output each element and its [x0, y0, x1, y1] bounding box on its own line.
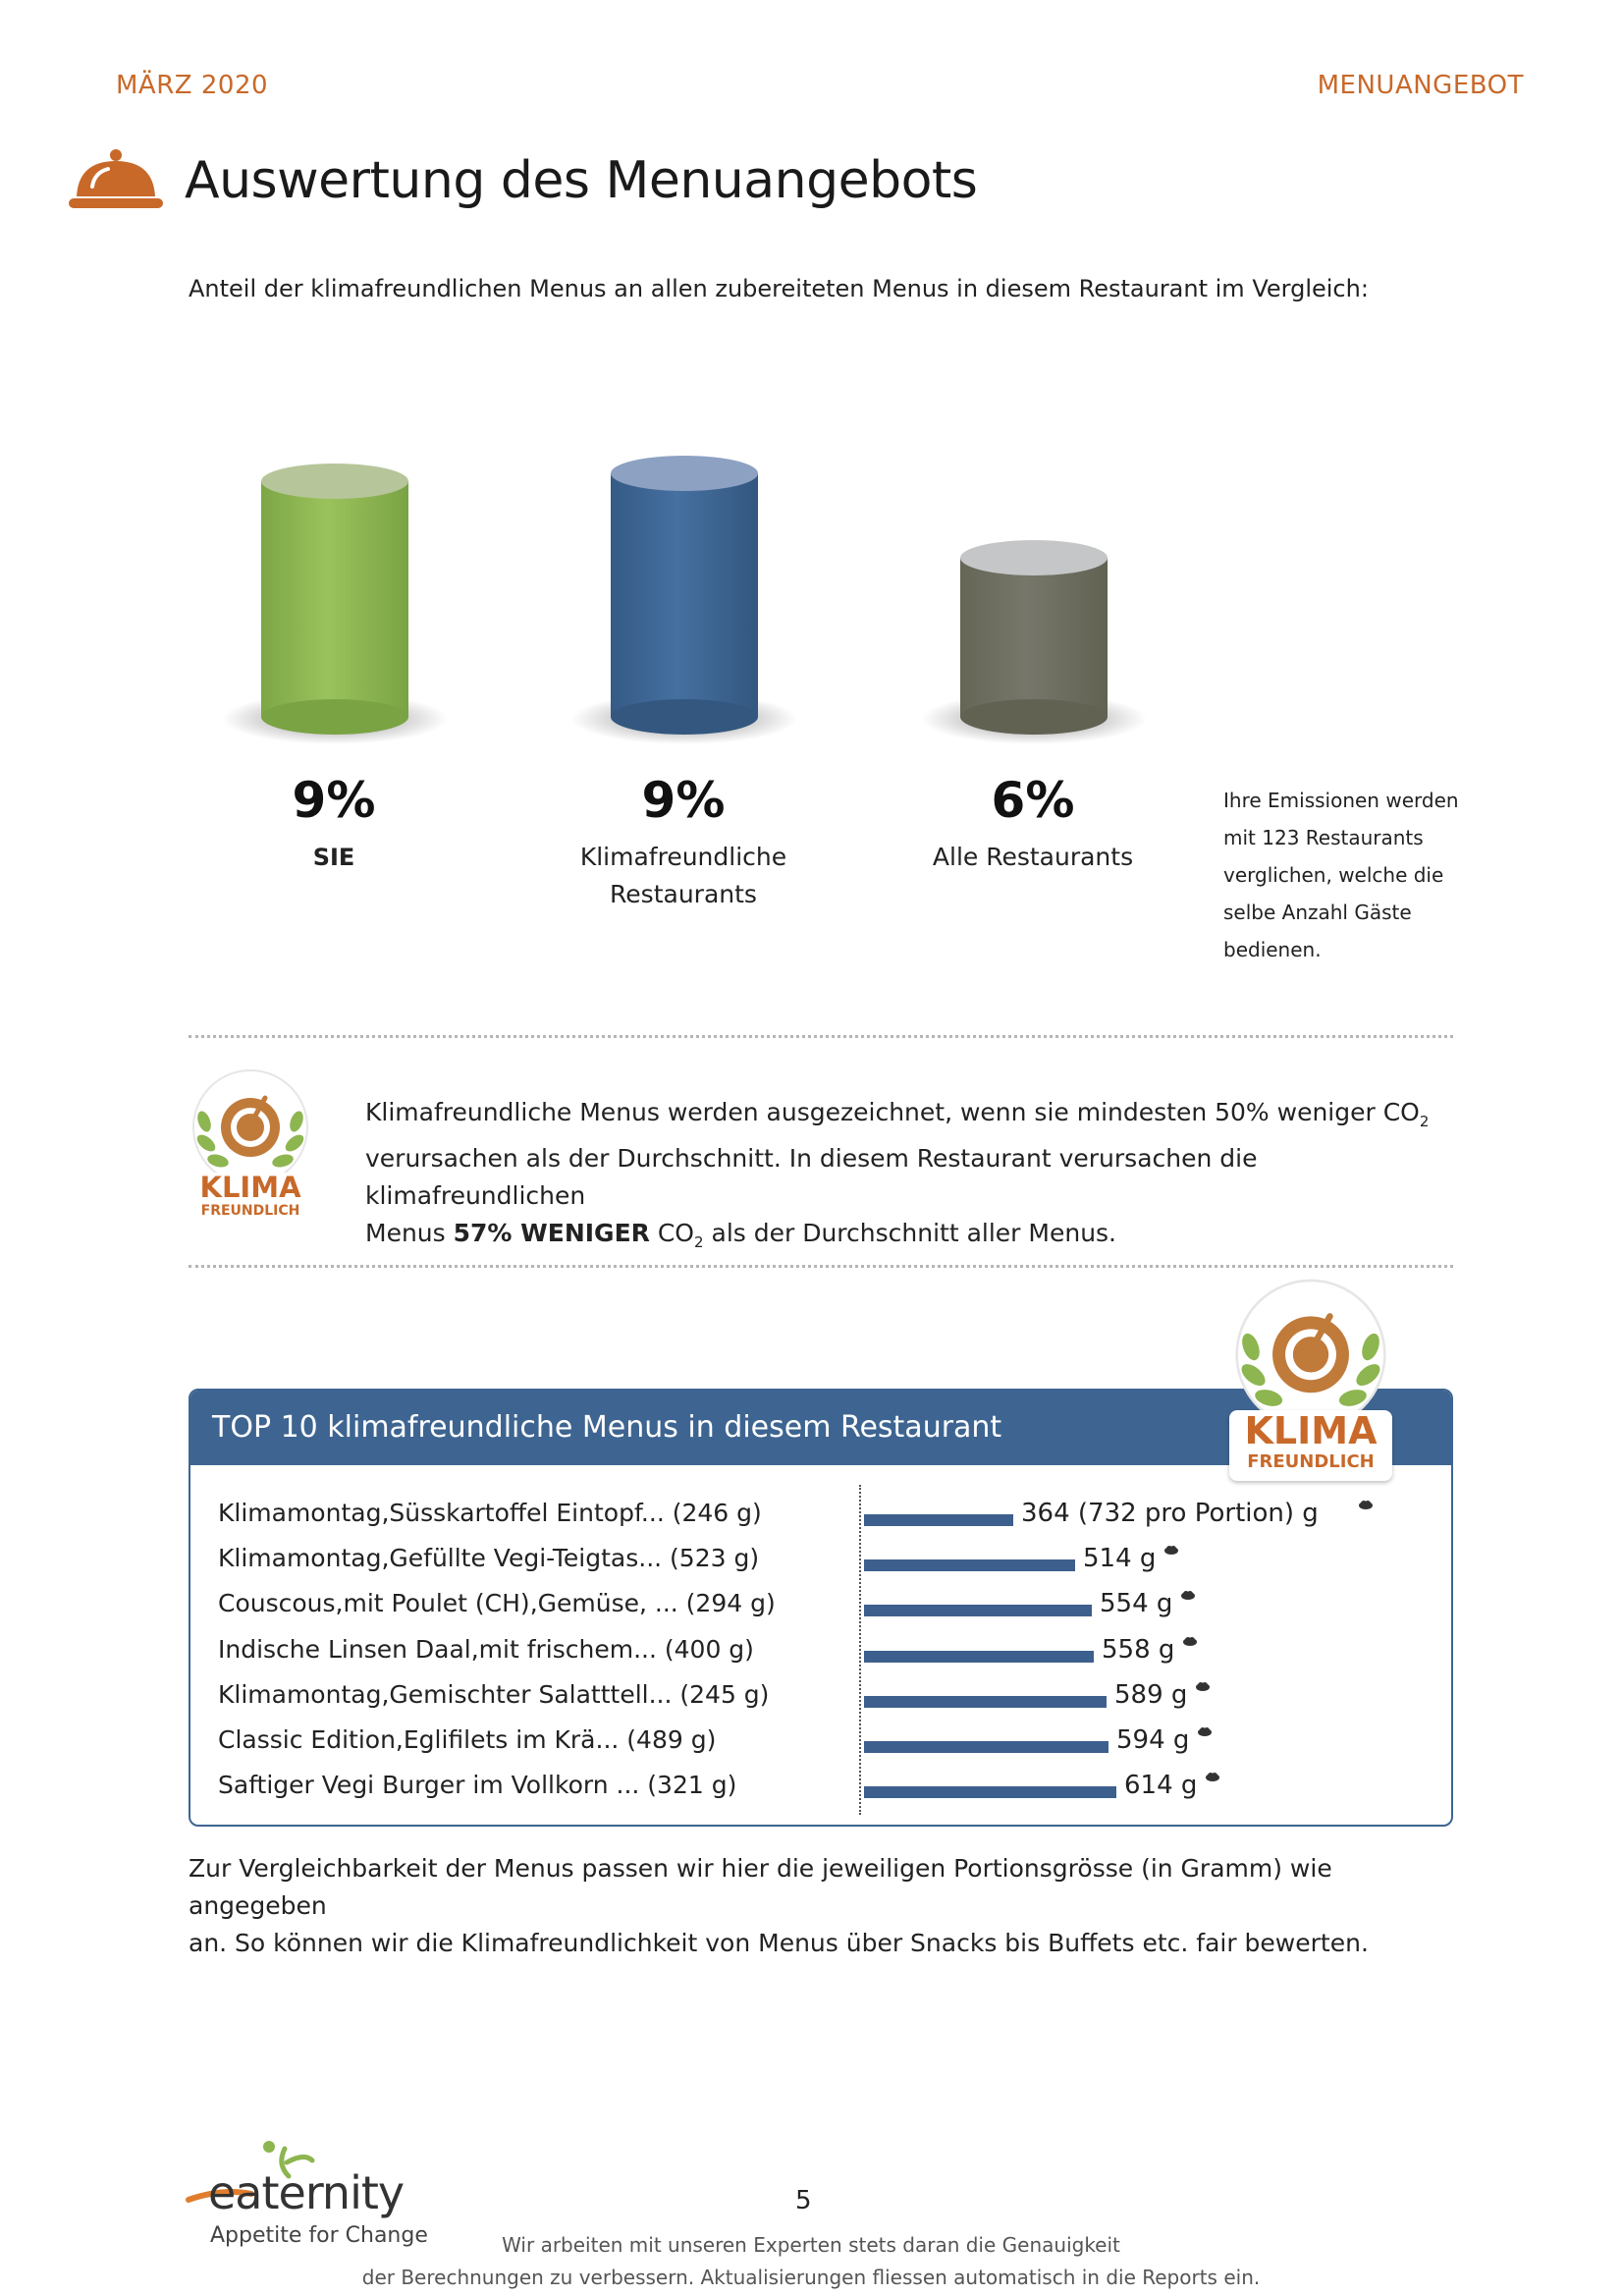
footer-note: Wir arbeiten mit unseren Experten stets … [320, 2229, 1302, 2294]
bottom-paragraph: Zur Vergleichbarkeit der Menus passen wi… [189, 1850, 1465, 1962]
menu-label: Classic Edition,Eglifilets im Krä... (48… [218, 1725, 717, 1754]
menu-value: 364 (732 pro Portion) g [1021, 1499, 1319, 1528]
menu-value: 614 g [1124, 1771, 1198, 1801]
menu-label: Couscous,mit Poulet (CH),Gemüse, ... (29… [218, 1589, 776, 1618]
menu-bar [864, 1559, 1075, 1572]
klima-badge-icon [192, 1069, 308, 1185]
note-line: bedienen. [1223, 938, 1322, 961]
menu-value: 558 g [1102, 1634, 1175, 1665]
page-title: Auswertung des Menuangebots [185, 151, 978, 210]
label-alle: Alle Restaurants [932, 843, 1134, 871]
footer-line-2: der Berechnungen zu verbessern. Aktualis… [361, 2266, 1261, 2289]
logo-brand: eaternity [208, 2166, 405, 2219]
klima-line3-a: Menus [365, 1219, 454, 1247]
bar-axis [859, 1485, 861, 1815]
klima-line-1: Klimafreundliche Menus werden ausgezeich… [365, 1094, 1465, 1140]
klima-line-2: verursachen als der Durchschnitt. In die… [365, 1144, 1258, 1210]
eaternity-logo: eaternity Appetite for Change [183, 2129, 438, 2248]
menu-value: 594 g [1116, 1725, 1190, 1755]
menu-bar [864, 1786, 1116, 1799]
co2-cloud-icon [1358, 1495, 1373, 1509]
badge-large-line2: FREUNDLICH [1247, 1451, 1375, 1472]
badge-line1: KLIMA [199, 1171, 301, 1204]
co2-cloud-icon [1163, 1540, 1178, 1556]
eaternity-logo-icon [186, 2141, 315, 2203]
klima-badge-large-text: KLIMA FREUNDLICH [1229, 1410, 1392, 1481]
header-section: MENUANGEBOT [1317, 71, 1524, 100]
comparison-note: Ihre Emissionen werden mit 123 Restauran… [1223, 782, 1459, 968]
co2-cloud-icon [1182, 1631, 1197, 1646]
pct-sie: 9% [292, 772, 376, 829]
menu-bar [864, 1605, 1092, 1617]
bottom-line-1: Zur Vergleichbarkeit der Menus passen wi… [189, 1854, 1332, 1920]
badge-large-line1: KLIMA [1244, 1409, 1378, 1452]
klima-badge-text: KLIMA FREUNDLICH [185, 1173, 316, 1228]
menu-label: Klimamontag,Süsskartoffel Eintopf... (24… [218, 1499, 762, 1527]
intro-text: Anteil der klimafreundlichen Menus an al… [189, 275, 1369, 302]
divider [189, 1035, 1453, 1038]
menu-bar [864, 1741, 1108, 1753]
note-line: verglichen, welche die [1223, 863, 1444, 887]
co2-cloud-icon [1205, 1767, 1219, 1782]
menu-value: 554 g [1100, 1589, 1173, 1619]
menu-bar [864, 1514, 1013, 1526]
bottom-line-2: an. So können wir die Klimafreundlichkei… [189, 1929, 1369, 1957]
cloche-icon [69, 147, 163, 212]
klima-badge: KLIMA FREUNDLICH [185, 1068, 316, 1228]
page-number: 5 [795, 2186, 812, 2215]
cylinder-sie [222, 462, 448, 746]
co2-subscript: 2 [1419, 1113, 1430, 1130]
klima-line3-b: CO [649, 1219, 694, 1247]
menu-value: 589 g [1114, 1679, 1188, 1710]
klima-paragraph: Klimafreundliche Menus werden ausgezeich… [365, 1094, 1465, 1261]
menu-bar [864, 1650, 1094, 1663]
pct-alle: 6% [991, 772, 1075, 829]
header-date: MÄRZ 2020 [116, 71, 269, 100]
menu-bar [864, 1695, 1107, 1708]
co2-subscript: 2 [694, 1233, 704, 1251]
label-klimafreundliche-2: Restaurants [610, 880, 757, 908]
menu-label: Indische Linsen Daal,mit frischem... (40… [218, 1634, 754, 1664]
klima-line1-text: Klimafreundliche Menus werden ausgezeich… [365, 1098, 1420, 1126]
badge-line2: FREUNDLICH [200, 1203, 300, 1219]
label-klimafreundliche-1: Klimafreundliche [579, 843, 787, 871]
klima-badge-large: KLIMA FREUNDLICH [1225, 1275, 1396, 1485]
cylinder-klimafreundliche-restaurants [571, 450, 797, 746]
top10-panel: TOP 10 klimafreundliche Menus in diesem … [189, 1389, 1453, 1827]
klima-line-3: Menus 57% WENIGER CO2 als der Durchschni… [365, 1215, 1465, 1261]
menu-label: Saftiger Vegi Burger im Vollkorn ... (32… [218, 1771, 737, 1800]
logo-tagline: Appetite for Change [210, 2223, 428, 2248]
footer-line-1: Wir arbeiten mit unseren Experten stets … [502, 2233, 1120, 2257]
klima-highlight: 57% WENIGER [453, 1219, 650, 1247]
menu-value: 514 g [1083, 1544, 1157, 1574]
menu-label: Klimamontag,Gemischter Salatttell... (24… [218, 1679, 770, 1709]
cylinder-alle-restaurants [921, 530, 1147, 746]
pct-klimafreundliche: 9% [641, 772, 726, 829]
co2-cloud-icon [1197, 1722, 1212, 1736]
klima-line3-c: als der Durchschnitt aller Menus. [703, 1219, 1117, 1247]
divider [189, 1265, 1453, 1268]
menu-label: Klimamontag,Gefüllte Vegi-Teigtas... (52… [218, 1544, 760, 1573]
note-line: mit 123 Restaurants [1223, 826, 1424, 849]
co2-cloud-icon [1195, 1676, 1210, 1691]
label-sie: SIE [312, 844, 355, 871]
note-line: Ihre Emissionen werden [1223, 789, 1459, 812]
co2-cloud-icon [1180, 1585, 1195, 1601]
note-line: selbe Anzahl Gäste [1223, 901, 1412, 924]
klima-badge-large-icon [1235, 1279, 1386, 1430]
